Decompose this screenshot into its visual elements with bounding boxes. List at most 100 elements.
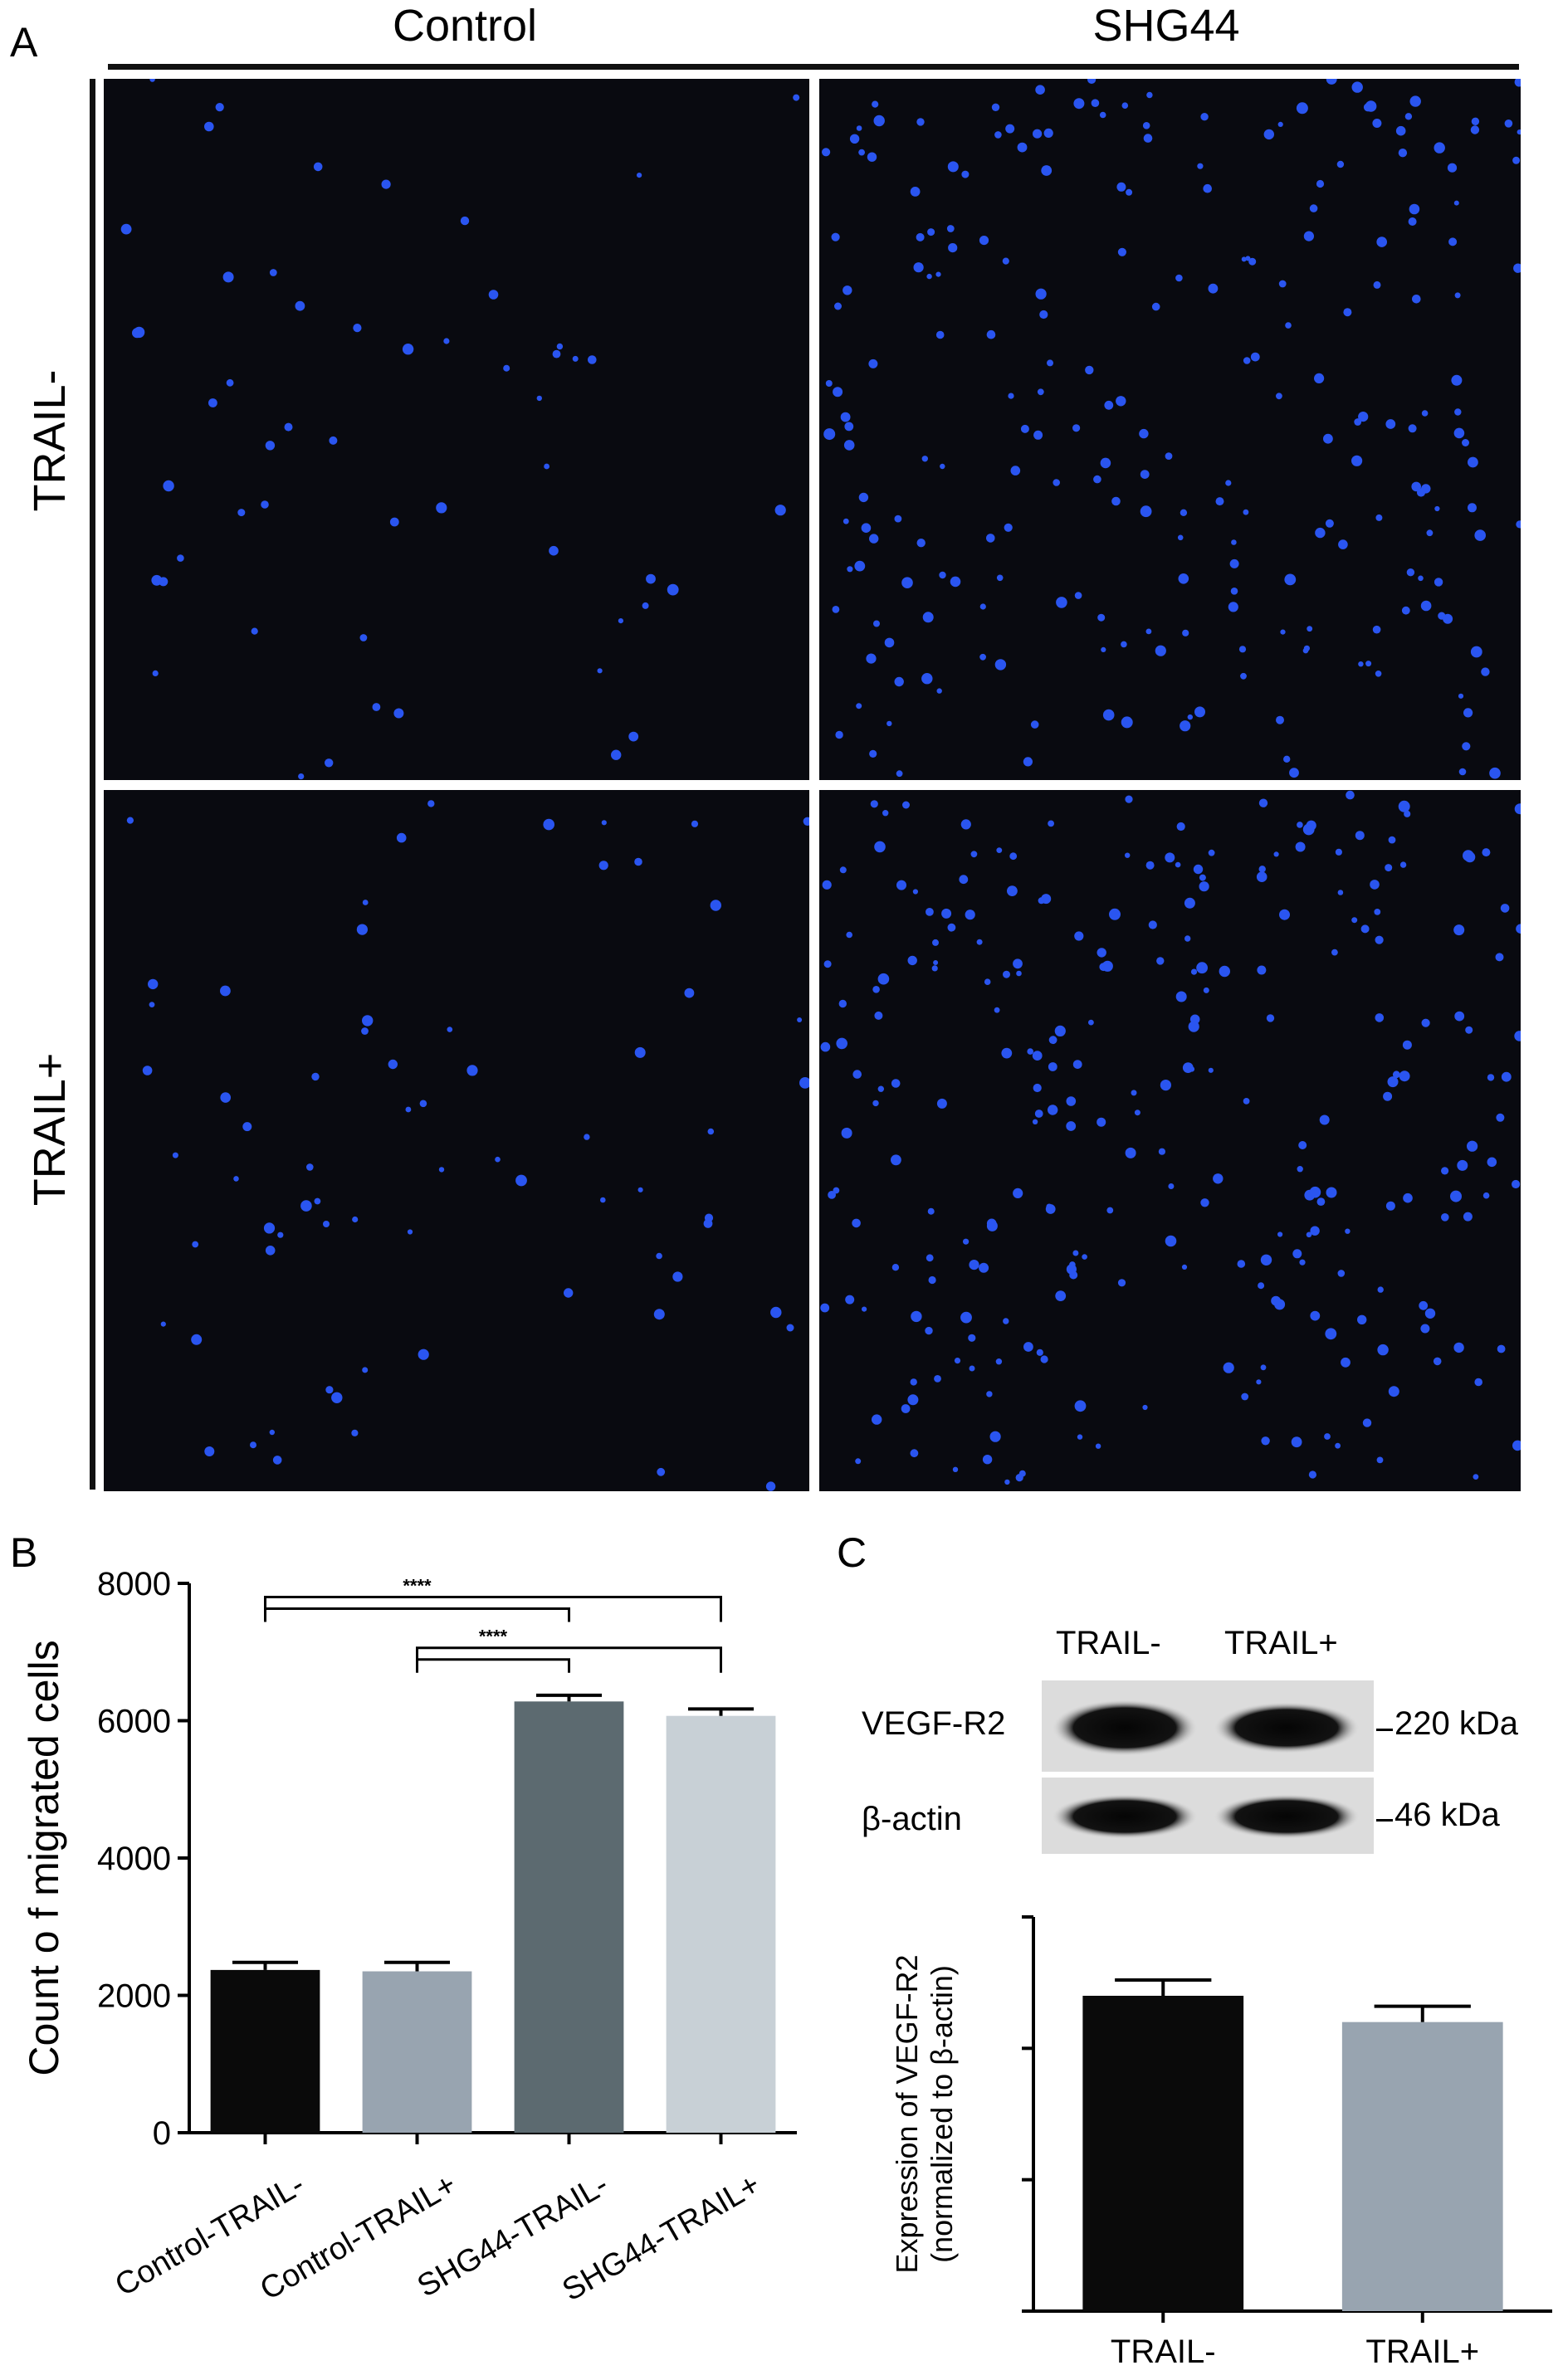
nucleus xyxy=(325,758,334,768)
nucleus xyxy=(637,173,642,178)
nucleus xyxy=(1193,864,1204,875)
nucleus xyxy=(272,1456,282,1465)
nucleus xyxy=(1297,822,1303,828)
nucleus xyxy=(1027,1048,1033,1055)
nucleus xyxy=(891,1264,900,1271)
nucleus xyxy=(556,343,564,350)
nucleus xyxy=(447,1027,453,1032)
nucleus xyxy=(902,801,910,809)
nucleus xyxy=(242,1122,252,1132)
nucleus xyxy=(1489,767,1501,779)
nucleus xyxy=(1106,1207,1114,1214)
nucleus xyxy=(1421,1018,1430,1027)
nucleus xyxy=(1097,948,1106,958)
y-tick-label: 4000 xyxy=(97,1841,171,1877)
nucleus xyxy=(1187,714,1193,720)
nucleus xyxy=(1016,970,1022,977)
nucleus xyxy=(1468,503,1477,513)
nuclei-scatter xyxy=(120,79,800,780)
nucleus xyxy=(159,577,169,587)
nucleus xyxy=(1035,85,1045,95)
nucleus xyxy=(868,358,878,368)
nucleus xyxy=(1165,452,1173,460)
nucleus xyxy=(1388,836,1396,844)
nucleus xyxy=(362,1015,374,1027)
nucleus xyxy=(928,1275,936,1285)
nucleus xyxy=(1325,1328,1337,1340)
nucleus xyxy=(1145,861,1155,870)
nucleus xyxy=(1374,909,1381,915)
nucleus xyxy=(1419,1300,1429,1310)
nucleus xyxy=(667,583,679,596)
nucleus xyxy=(1299,1259,1306,1266)
nucleus xyxy=(1470,646,1482,658)
nucleus xyxy=(986,329,996,339)
nucleus xyxy=(226,378,234,387)
nucleus xyxy=(1199,874,1206,881)
nucleus xyxy=(600,1197,606,1203)
nucleus xyxy=(1424,1308,1436,1319)
nucleus xyxy=(1468,456,1478,468)
nucleus xyxy=(172,1152,178,1158)
nucleus xyxy=(921,673,933,685)
nucleus xyxy=(1038,897,1045,905)
nucleus xyxy=(1033,129,1043,139)
marker-tick-220 xyxy=(1376,1729,1393,1731)
nucleus xyxy=(891,1079,901,1088)
nucleus xyxy=(704,1213,714,1222)
nucleus xyxy=(910,1449,919,1458)
nucleus xyxy=(588,355,597,364)
nucleus xyxy=(1385,1201,1395,1211)
nucleus xyxy=(1004,523,1013,532)
nucleus xyxy=(1453,427,1465,439)
nucleus xyxy=(1225,480,1232,486)
nucleus xyxy=(1454,292,1461,299)
bar xyxy=(514,1701,624,2133)
nucleus xyxy=(1501,1071,1512,1082)
nucleus xyxy=(803,817,809,826)
nucleus xyxy=(1308,1470,1316,1479)
nucleus xyxy=(968,1334,976,1342)
nucleus xyxy=(901,577,913,588)
nucleus xyxy=(323,1221,330,1227)
nucleus xyxy=(946,225,955,232)
nucleus xyxy=(495,1156,501,1163)
nucleus xyxy=(1165,1235,1177,1247)
nucleus xyxy=(823,960,832,968)
y-tick-label: 6000 xyxy=(97,1704,171,1740)
nucleus xyxy=(389,517,399,527)
nucleus xyxy=(381,179,391,189)
nucleus xyxy=(799,1077,809,1089)
nucleus xyxy=(1258,1282,1265,1290)
nucleus xyxy=(822,880,832,890)
nucleus xyxy=(1354,418,1362,426)
nucleus xyxy=(120,223,132,235)
nucleus xyxy=(870,800,878,808)
nucleus xyxy=(913,262,924,273)
nucleus xyxy=(1243,1098,1250,1105)
nucleus xyxy=(329,436,338,445)
nucleus xyxy=(935,330,945,339)
nucleus xyxy=(1023,1342,1033,1352)
nucleus xyxy=(284,422,293,432)
nucleus xyxy=(1213,1173,1224,1184)
nucleus xyxy=(1200,1198,1209,1207)
significance-bracket xyxy=(416,1646,722,1673)
nucleus xyxy=(1093,475,1101,484)
nucleus xyxy=(1276,715,1284,724)
nucleus xyxy=(835,730,843,739)
nucleus xyxy=(1337,890,1344,895)
nucleus xyxy=(770,1306,782,1319)
nucleus xyxy=(926,273,932,280)
nucleus xyxy=(208,398,217,407)
nucleus xyxy=(1091,99,1100,107)
nucleus xyxy=(1241,1392,1249,1401)
nucleus xyxy=(1258,798,1268,807)
nucleus xyxy=(611,749,622,760)
nuclei-scatter xyxy=(126,800,809,1491)
nucleus xyxy=(250,1441,256,1449)
nucleus xyxy=(1131,1090,1137,1096)
nucleus xyxy=(1297,1166,1303,1173)
nucleus xyxy=(1279,909,1290,920)
nucleus xyxy=(1200,113,1209,121)
